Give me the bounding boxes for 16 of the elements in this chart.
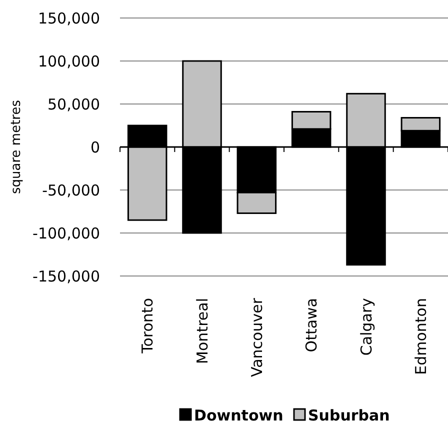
legend-label: Downtown <box>194 406 284 424</box>
x-tick-label: Ottawa <box>302 298 321 352</box>
x-tick-label: Calgary <box>357 298 376 356</box>
x-tick-label: Vancouver <box>248 297 266 377</box>
y-tick-label: -50,000 <box>42 181 100 200</box>
x-tick-label: Toronto <box>138 298 157 354</box>
y-axis-title: square metres <box>9 100 24 194</box>
legend-label: Suburban <box>308 406 390 424</box>
x-tick-label: Montreal <box>193 298 212 364</box>
y-tick-label: -100,000 <box>32 224 100 242</box>
y-tick-label: 100,000 <box>38 52 100 70</box>
y-tick-label: 50,000 <box>48 95 100 114</box>
y-tick-label: 150,000 <box>38 9 100 28</box>
x-tick-label: Edmonton <box>412 298 430 375</box>
y-tick-label: 0 <box>90 138 100 156</box>
y-tick-label: -150,000 <box>32 267 100 286</box>
